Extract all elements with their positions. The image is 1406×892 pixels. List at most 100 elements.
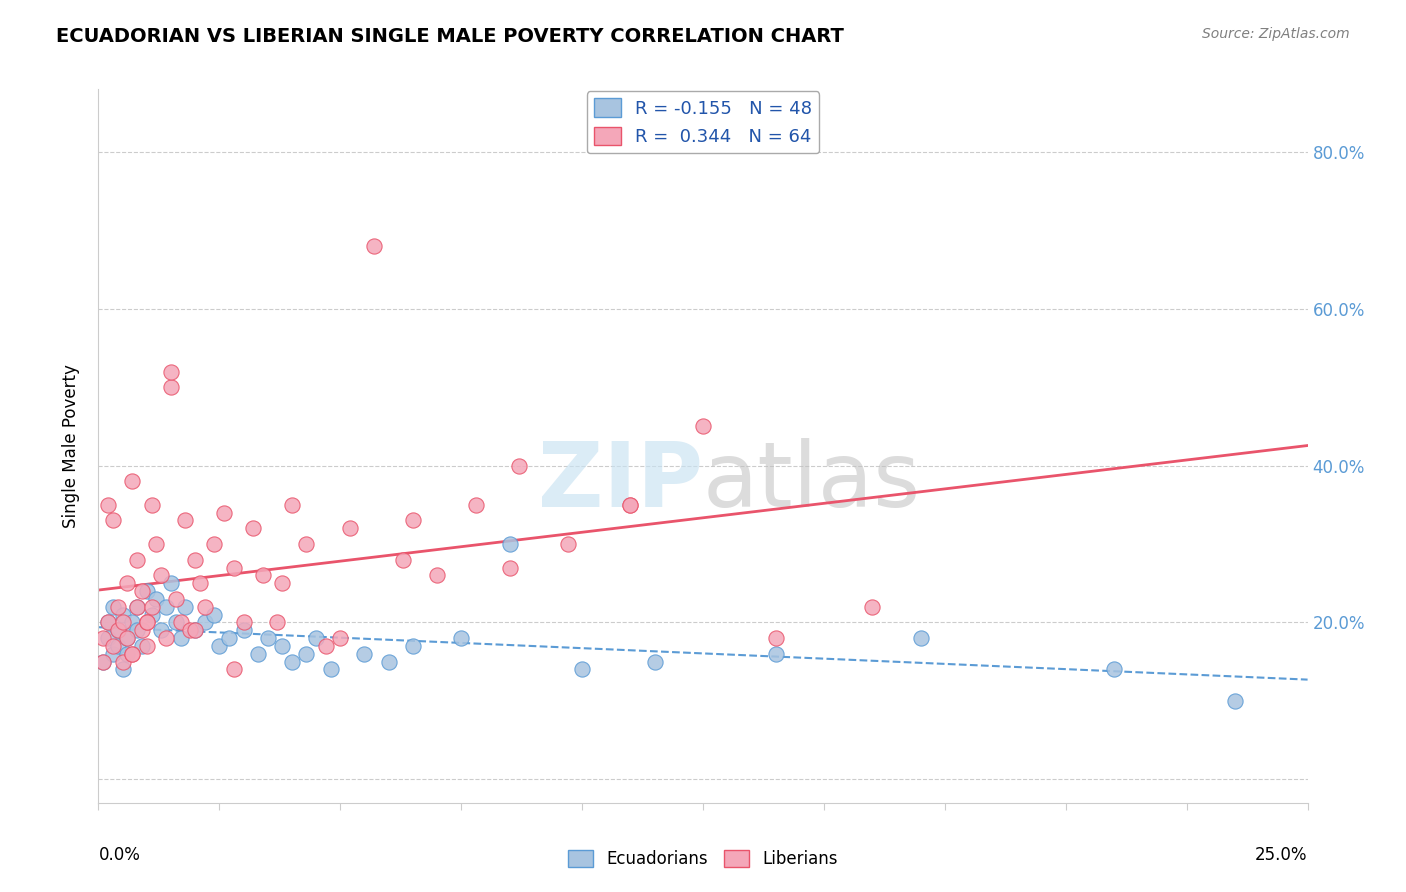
Point [188,576,211,591]
Point [135,639,157,653]
Point [402,514,425,528]
Point [135,615,157,630]
Point [392,552,415,566]
Point [111,655,134,669]
Point [117,631,139,645]
Point [107,624,129,638]
Point [184,624,207,638]
Point [169,631,191,645]
Point [619,498,641,512]
Point [97,615,120,630]
Point [464,498,486,512]
Point [117,631,139,645]
Point [107,639,129,653]
Point [1223,694,1246,708]
Point [1102,663,1125,677]
Point [204,537,226,551]
Point [498,560,520,574]
Point [165,591,187,606]
Point [101,639,124,653]
Point [194,615,217,630]
Point [91,631,114,645]
Legend: Ecuadorians, Liberians: Ecuadorians, Liberians [561,843,845,875]
Point [150,568,173,582]
Text: 25.0%: 25.0% [1256,846,1308,864]
Point [281,498,304,512]
Point [232,624,254,638]
Point [402,639,425,653]
Point [363,239,385,253]
Y-axis label: Single Male Poverty: Single Male Poverty [62,364,80,528]
Point [339,521,361,535]
Point [97,498,120,512]
Point [450,631,472,645]
Point [619,498,641,512]
Point [111,663,134,677]
Point [107,624,129,638]
Point [145,591,167,606]
Point [218,631,240,645]
Point [107,599,129,614]
Point [266,615,288,630]
Point [295,647,318,661]
Point [141,599,163,614]
Point [101,647,124,661]
Point [692,419,714,434]
Point [169,615,191,630]
Point [121,475,143,489]
Point [97,631,120,645]
Point [315,639,337,653]
Point [184,552,207,566]
Point [232,615,254,630]
Point [131,624,153,638]
Point [910,631,932,645]
Text: ECUADORIAN VS LIBERIAN SINGLE MALE POVERTY CORRELATION CHART: ECUADORIAN VS LIBERIAN SINGLE MALE POVER… [56,27,844,45]
Point [571,663,593,677]
Point [101,599,124,614]
Point [160,364,183,378]
Point [208,639,231,653]
Legend: R = -0.155   N = 48, R =  0.344   N = 64: R = -0.155 N = 48, R = 0.344 N = 64 [586,91,820,153]
Point [194,599,217,614]
Point [252,568,274,582]
Point [179,624,201,638]
Point [174,514,197,528]
Point [141,498,163,512]
Text: ZIP: ZIP [538,438,703,525]
Point [131,639,153,653]
Point [160,380,183,394]
Point [242,521,264,535]
Point [155,631,177,645]
Point [91,655,114,669]
Point [184,624,207,638]
Point [271,639,294,653]
Point [117,647,139,661]
Point [165,615,187,630]
Point [281,655,304,669]
Point [131,584,153,599]
Point [295,537,318,551]
Point [319,663,342,677]
Point [329,631,352,645]
Point [127,599,149,614]
Point [121,615,143,630]
Point [557,537,579,551]
Point [160,576,183,591]
Text: Source: ZipAtlas.com: Source: ZipAtlas.com [1202,27,1350,41]
Point [127,599,149,614]
Point [222,663,245,677]
Point [101,514,124,528]
Point [97,615,120,630]
Point [117,576,139,591]
Point [127,552,149,566]
Point [305,631,328,645]
Point [377,655,399,669]
Point [212,506,235,520]
Point [155,599,177,614]
Point [135,615,157,630]
Point [426,568,449,582]
Point [150,624,173,638]
Point [91,655,114,669]
Text: 0.0%: 0.0% [98,846,141,864]
Point [121,647,143,661]
